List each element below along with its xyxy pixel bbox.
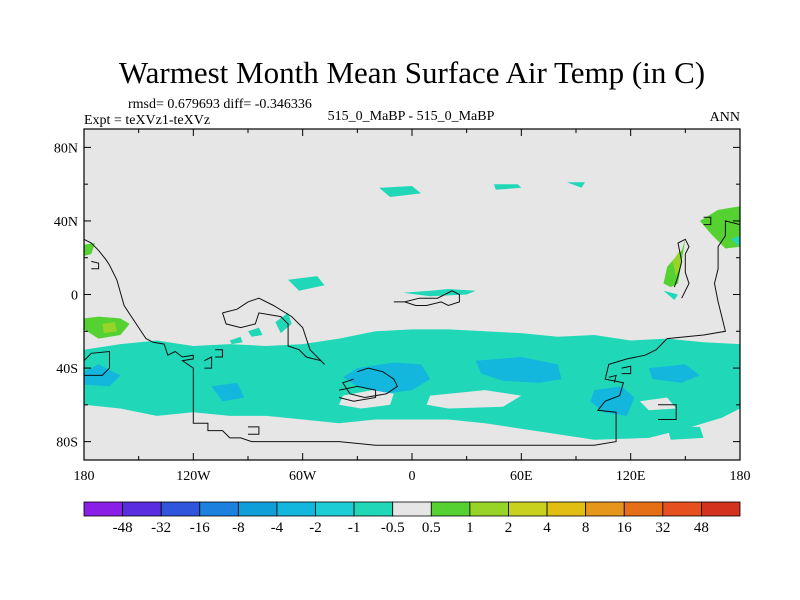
colorbar-label: -0.5 — [381, 520, 405, 536]
colorbar-box — [315, 501, 355, 517]
contour-region — [211, 382, 245, 402]
colorbar-box — [701, 501, 741, 517]
contour-region — [402, 289, 476, 297]
colorbar-label: 4 — [543, 520, 551, 536]
coastline — [84, 220, 740, 446]
x-tick-label: 180 — [730, 469, 751, 484]
colorbar-label: -2 — [309, 520, 322, 536]
colorbar: -48 -32 -16 -8 -4 -2 -1 -0.5 0.5 1 2 4 8 16 32 48 — [83, 501, 741, 536]
contour-region — [648, 364, 700, 383]
colorbar-label: 16 — [617, 520, 633, 536]
y-tick-label: 40N — [54, 215, 78, 230]
colorbar-box — [392, 501, 432, 517]
contour-region — [494, 184, 522, 190]
contour-region — [566, 182, 586, 188]
x-tick-label: 120W — [176, 469, 211, 484]
colorbar-box — [353, 501, 394, 517]
coastline — [84, 350, 110, 376]
contour-region — [342, 362, 431, 394]
experiment-label: Expt = teXVz1-teXVz — [84, 113, 210, 128]
coastline — [658, 404, 677, 420]
x-tick-label: 60E — [510, 469, 533, 484]
center-label: 515_0_MaBP - 515_0_MaBP — [328, 109, 495, 124]
colorbar-label: -1 — [348, 520, 361, 536]
coastline — [608, 374, 617, 383]
contour-region — [475, 357, 562, 383]
x-tick-label: 180 — [74, 469, 95, 484]
colorbar-box — [430, 501, 471, 517]
contour-region — [699, 206, 740, 249]
colorbar-box — [508, 501, 548, 517]
colorbar-label: 1 — [466, 520, 474, 536]
coastline — [248, 426, 260, 435]
contour-region — [275, 312, 292, 334]
coastline — [621, 365, 632, 375]
contour-region — [730, 235, 740, 247]
coastline — [338, 385, 377, 402]
colorbar-label: 0.5 — [422, 520, 441, 536]
colorbar-label: -48 — [113, 520, 133, 536]
colorbar-label: -32 — [151, 520, 171, 536]
contour-region — [102, 322, 117, 334]
colorbar-label: 2 — [505, 520, 513, 536]
colorbar-box — [276, 501, 316, 517]
colorbar-box — [160, 501, 201, 517]
contour-region — [426, 390, 522, 409]
map-plot-area: 180 120W 60W 0 60E 120E 180 80N 40N 0 40S 80S — [54, 128, 751, 484]
coastline — [91, 260, 100, 270]
contour-region — [379, 186, 422, 197]
x-tick-label: 0 — [409, 469, 416, 484]
colorbar-box — [199, 501, 239, 517]
contour-region — [672, 250, 682, 277]
coastline — [673, 238, 690, 299]
contour-region — [663, 290, 678, 300]
colorbar-box — [662, 501, 702, 517]
colorbar-box — [546, 501, 587, 517]
y-tick-label: 80S — [56, 436, 78, 451]
coastline — [204, 356, 213, 369]
y-tick-label: 0 — [71, 289, 78, 304]
y-tick-label: 40S — [56, 362, 78, 377]
colorbar-box — [83, 501, 123, 517]
colorbar-box — [237, 501, 278, 517]
coastline — [222, 297, 325, 365]
contour-region — [639, 397, 677, 411]
y-tick-label: 80N — [54, 141, 78, 156]
colorbar-box — [122, 501, 162, 517]
colorbar-label: -4 — [271, 520, 284, 536]
x-tick-label: 120E — [616, 469, 646, 484]
colorbar-label: 8 — [582, 520, 590, 536]
colorbar-box — [585, 501, 625, 517]
x-tick-label: 60W — [289, 469, 317, 484]
colorbar-box — [469, 501, 509, 517]
contour-region — [667, 426, 704, 440]
coastline — [703, 216, 712, 226]
contour-region — [288, 276, 325, 291]
contour-region — [84, 243, 95, 256]
colorbar-label: -8 — [232, 520, 245, 536]
contour-region — [248, 327, 263, 337]
colorbar-label: 48 — [694, 520, 709, 536]
stats-line: rmsd= 0.679693 diff= -0.346336 — [128, 97, 312, 112]
chart-title: Warmest Month Mean Surface Air Temp (in … — [119, 55, 705, 90]
colorbar-label: 32 — [655, 520, 670, 536]
contour-region — [229, 336, 243, 345]
coastline — [393, 290, 460, 307]
coastline — [215, 349, 223, 358]
colorbar-label: -16 — [190, 520, 210, 536]
contour-region — [590, 386, 635, 416]
colorbar-box — [623, 501, 664, 517]
season-label: ANN — [710, 110, 740, 125]
